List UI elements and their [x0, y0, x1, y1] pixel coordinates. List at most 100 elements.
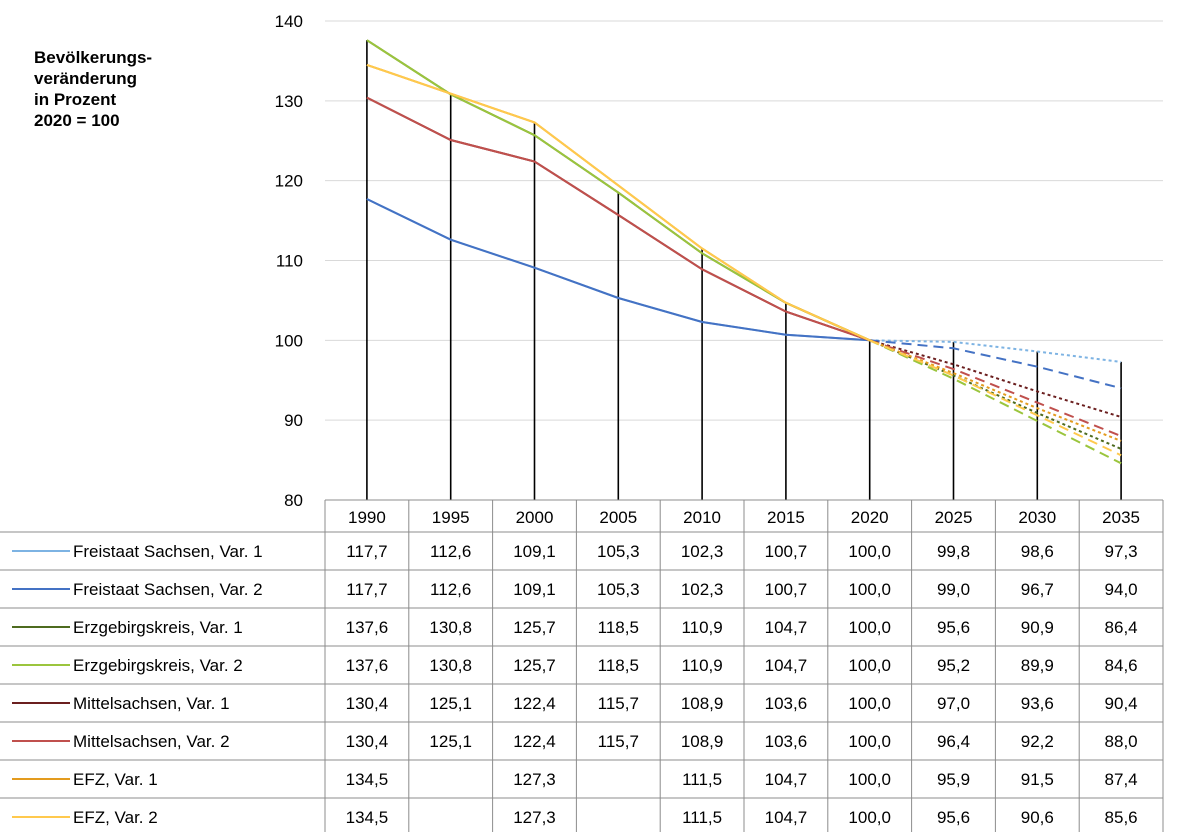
series-line-historic — [366, 63, 871, 342]
data-label: 108,9 — [681, 694, 724, 713]
data-label: 125,7 — [513, 656, 556, 675]
legend-label: Mittelsachsen, Var. 2 — [73, 732, 230, 751]
y-tick-label: 100 — [275, 331, 303, 350]
y-axis-label-line-3: in Prozent — [34, 90, 117, 109]
data-label: 127,3 — [513, 808, 556, 827]
data-label: 102,3 — [681, 580, 724, 599]
legend-label: Freistaat Sachsen, Var. 2 — [73, 580, 263, 599]
data-label: 99,8 — [937, 542, 970, 561]
data-label: 134,5 — [346, 808, 389, 827]
data-label: 104,7 — [765, 808, 808, 827]
data-label: 100,0 — [848, 694, 891, 713]
data-label: 100,0 — [848, 580, 891, 599]
data-label: 103,6 — [765, 732, 808, 751]
data-label: 98,6 — [1021, 542, 1054, 561]
data-label: 100,0 — [848, 808, 891, 827]
data-label: 134,5 — [346, 770, 389, 789]
data-label: 127,3 — [513, 770, 556, 789]
series-line-projection — [869, 339, 1122, 390]
data-label: 100,7 — [765, 580, 808, 599]
data-label: 93,6 — [1021, 694, 1054, 713]
x-category-label: 2015 — [767, 508, 805, 527]
data-label: 97,3 — [1105, 542, 1138, 561]
data-label: 104,7 — [765, 770, 808, 789]
data-label: 125,1 — [429, 694, 472, 713]
data-label: 122,4 — [513, 732, 556, 751]
x-category-label: 2035 — [1102, 508, 1140, 527]
data-label: 99,0 — [937, 580, 970, 599]
data-label: 94,0 — [1105, 580, 1138, 599]
legend-label: EFZ, Var. 1 — [73, 770, 158, 789]
data-label: 105,3 — [597, 580, 640, 599]
y-axis-label-line-4: 2020 = 100 — [34, 111, 120, 130]
series-line-projection — [869, 339, 1122, 450]
data-label: 100,7 — [765, 542, 808, 561]
data-label: 112,6 — [430, 542, 471, 561]
series-line-projection — [869, 339, 1122, 438]
data-label: 111,5 — [682, 808, 722, 827]
data-label: 125,1 — [429, 732, 472, 751]
y-tick-label: 80 — [284, 491, 303, 510]
x-category-label: 2020 — [851, 508, 889, 527]
y-tick-label: 140 — [275, 12, 303, 31]
data-label: 100,0 — [848, 656, 891, 675]
legend-label: Mittelsachsen, Var. 1 — [73, 694, 230, 713]
data-label: 130,8 — [429, 656, 472, 675]
x-category-label: 2000 — [516, 508, 554, 527]
data-label: 87,4 — [1105, 770, 1138, 789]
data-label: 85,6 — [1105, 808, 1138, 827]
data-label: 96,7 — [1021, 580, 1054, 599]
data-label: 115,7 — [598, 694, 639, 713]
data-label: 88,0 — [1105, 732, 1138, 751]
data-label: 84,6 — [1105, 656, 1138, 675]
data-label: 97,0 — [937, 694, 970, 713]
data-label: 122,4 — [513, 694, 556, 713]
series-line-historic — [366, 96, 871, 342]
legend-label: EFZ, Var. 2 — [73, 808, 158, 827]
y-axis-label-line-2: veränderung — [34, 69, 137, 88]
data-label: 100,0 — [848, 542, 891, 561]
series-line-projection — [869, 339, 1122, 363]
series-line-projection — [869, 339, 1122, 465]
data-label: 95,9 — [937, 770, 970, 789]
series-line-projection — [869, 339, 1122, 418]
data-label: 130,4 — [346, 732, 389, 751]
data-label: 95,2 — [937, 656, 970, 675]
data-label: 111,5 — [682, 770, 722, 789]
data-label: 117,7 — [346, 542, 387, 561]
y-axis-label-line-1: Bevölkerungs- — [34, 48, 153, 67]
data-label: 108,9 — [681, 732, 724, 751]
data-label: 118,5 — [598, 618, 639, 637]
data-label: 118,5 — [598, 656, 639, 675]
data-label: 137,6 — [346, 618, 389, 637]
data-label: 102,3 — [681, 542, 724, 561]
x-category-label: 2010 — [683, 508, 721, 527]
legend-label: Erzgebirgskreis, Var. 2 — [73, 656, 243, 675]
data-label: 90,6 — [1021, 808, 1054, 827]
data-label: 96,4 — [937, 732, 970, 751]
data-label: 90,9 — [1021, 618, 1054, 637]
x-category-label: 1995 — [432, 508, 470, 527]
data-label: 104,7 — [765, 656, 808, 675]
y-tick-label: 120 — [275, 172, 303, 191]
x-category-label: 2025 — [935, 508, 973, 527]
data-label: 89,9 — [1021, 656, 1054, 675]
x-category-label: 2005 — [599, 508, 637, 527]
data-label: 95,6 — [937, 808, 970, 827]
data-label: 112,6 — [430, 580, 471, 599]
data-label: 90,4 — [1105, 694, 1138, 713]
data-label: 86,4 — [1105, 618, 1138, 637]
x-category-label: 1990 — [348, 508, 386, 527]
x-category-label: 2030 — [1018, 508, 1056, 527]
series-line-historic — [366, 198, 870, 342]
legend-label: Freistaat Sachsen, Var. 1 — [73, 542, 263, 561]
data-label: 110,9 — [681, 618, 722, 637]
data-label: 130,4 — [346, 694, 389, 713]
data-label: 130,8 — [429, 618, 472, 637]
y-tick-label: 130 — [275, 92, 303, 111]
y-tick-label: 90 — [284, 411, 303, 430]
data-label: 95,6 — [937, 618, 970, 637]
data-label: 109,1 — [513, 580, 556, 599]
data-label: 104,7 — [765, 618, 808, 637]
data-label: 109,1 — [513, 542, 556, 561]
